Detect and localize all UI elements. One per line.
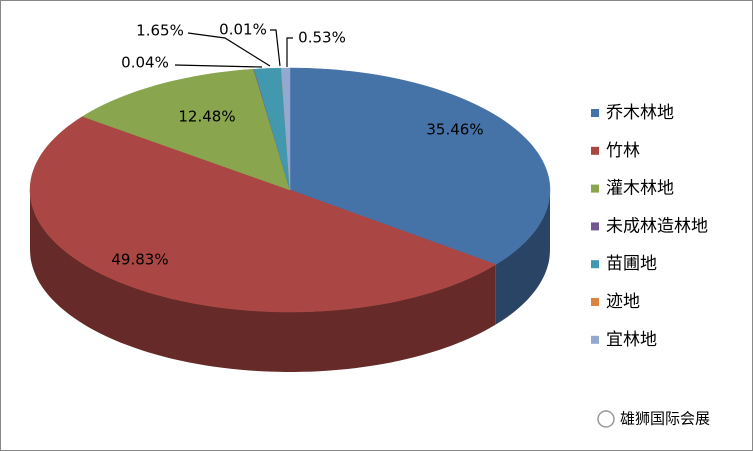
- slice: [29, 116, 497, 313]
- leader-line: [187, 32, 271, 67]
- leader-line: [270, 29, 281, 67]
- legend-label: 宜林地: [606, 330, 657, 350]
- legend-label: 未成林造林地: [606, 216, 708, 236]
- slice: [81, 68, 291, 191]
- leader-line: [286, 37, 293, 67]
- legend-swatch: [591, 260, 599, 269]
- legend-swatch: [591, 146, 599, 155]
- data-label: 35.46%: [426, 121, 483, 139]
- pie: 35.46% 49.83% 12.48% 0.04% 1.65% 0.01% 0.53%: [29, 21, 551, 372]
- legend-label: 迹地: [606, 292, 640, 312]
- watermark: 雄狮国际会展: [620, 410, 710, 428]
- legend-swatch: [591, 109, 599, 117]
- slice: [289, 67, 551, 265]
- data-label: 0.04%: [121, 54, 169, 72]
- slice-side: [30, 190, 496, 372]
- data-label: 0.53%: [298, 29, 346, 47]
- watermark-icon: [597, 410, 615, 428]
- legend-label: 苗圃地: [606, 254, 657, 274]
- legend-swatch: [591, 184, 599, 193]
- legend-label: 竹林: [606, 141, 640, 161]
- data-label: 0.01%: [219, 21, 267, 39]
- legend-label: 灌木林地: [606, 179, 674, 199]
- slice-side: [495, 190, 550, 325]
- slice: [281, 67, 291, 191]
- legend-swatch: [591, 222, 599, 231]
- data-label: 12.48%: [178, 108, 235, 126]
- legend-label: 乔木林地: [606, 103, 674, 123]
- data-label: 49.83%: [111, 251, 168, 269]
- data-label: 1.65%: [136, 22, 184, 40]
- legend-swatch: [591, 335, 599, 344]
- leader-line: [174, 64, 263, 68]
- legend-swatch: [591, 298, 599, 306]
